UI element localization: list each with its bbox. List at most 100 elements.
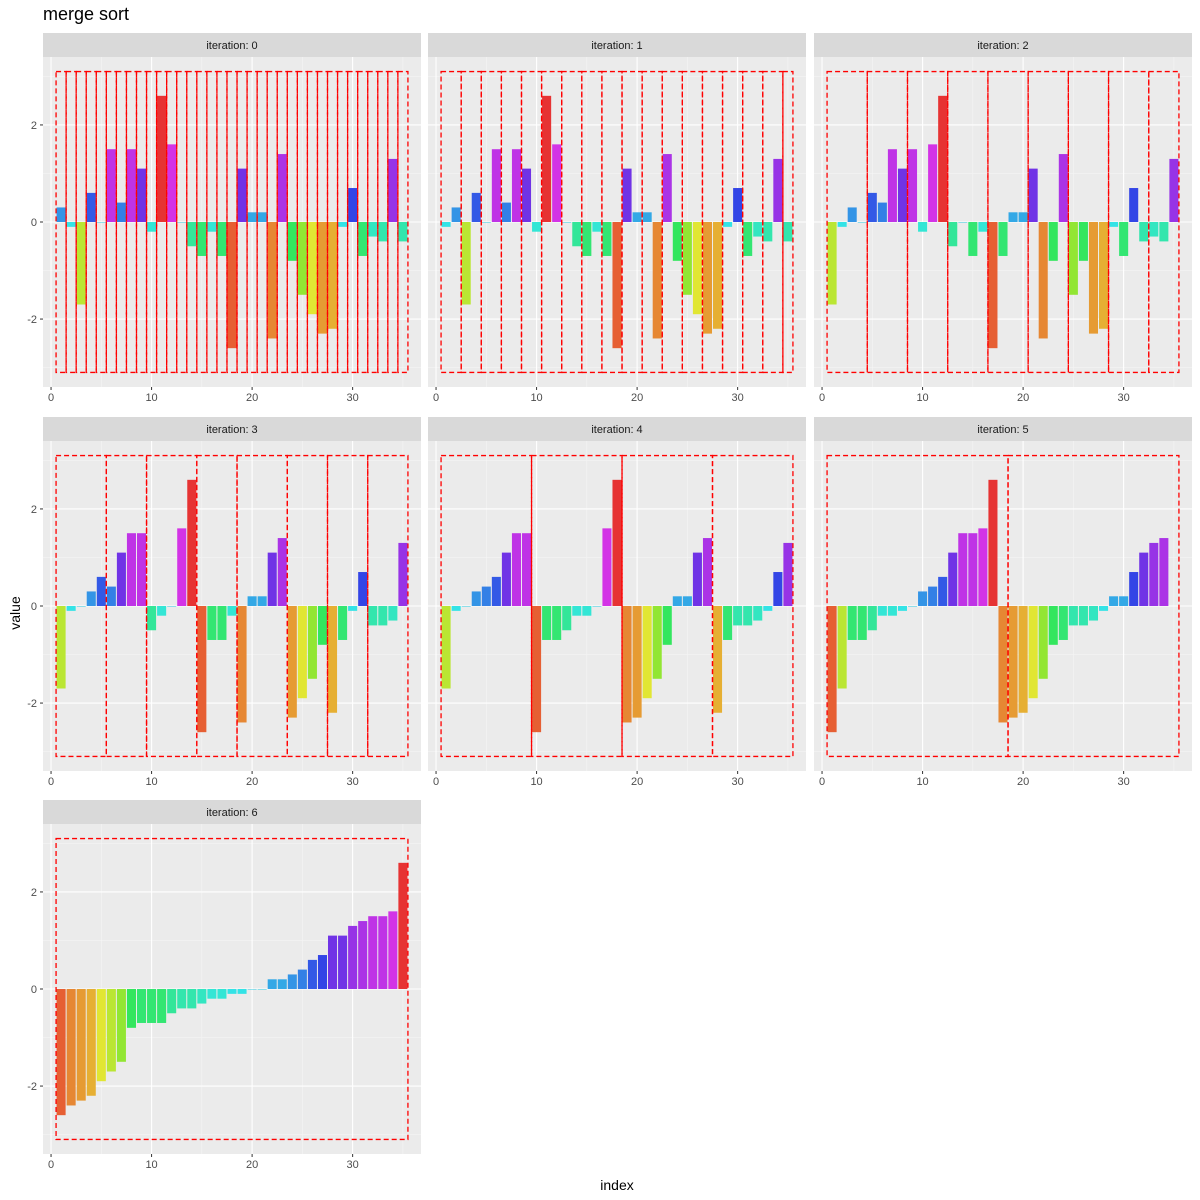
bar [928, 586, 938, 606]
bar [96, 989, 106, 1082]
bar [1109, 222, 1119, 227]
x-tick-label: 20 [631, 776, 643, 788]
merge-group-box [95, 70, 107, 374]
facet-strip [428, 33, 806, 57]
bar [1078, 606, 1088, 626]
bar [277, 154, 287, 222]
bar [247, 989, 257, 990]
bar [247, 596, 257, 606]
bar [733, 606, 743, 626]
x-tick-label: 10 [916, 392, 928, 404]
bar [187, 479, 197, 606]
chart-title: merge sort [43, 4, 130, 24]
bar [918, 222, 928, 232]
bar [441, 222, 451, 227]
bar [847, 606, 857, 640]
bar [177, 222, 187, 223]
bar [1129, 188, 1139, 222]
bar [1119, 596, 1129, 606]
bar [857, 606, 867, 640]
bar [197, 989, 207, 1004]
bar [723, 222, 733, 227]
merge-group-box [105, 70, 118, 374]
bar [998, 222, 1008, 256]
bar [96, 222, 106, 223]
bar [1008, 212, 1018, 222]
bar [177, 528, 187, 606]
bar [267, 552, 277, 606]
bar [317, 606, 328, 645]
merge-group-box [236, 70, 248, 374]
bar [116, 202, 126, 222]
facet-panel: iteration: 5 0 10 20 30 [814, 417, 1192, 788]
bar [147, 222, 157, 232]
merge-group-box [762, 70, 784, 374]
bar [237, 168, 247, 222]
bar [652, 222, 662, 339]
bar [56, 989, 66, 1116]
bar [348, 925, 358, 989]
merge-group-box [346, 70, 359, 374]
merge-group-box [55, 70, 67, 374]
bar [257, 989, 267, 990]
bar [998, 606, 1008, 723]
bar [988, 222, 998, 349]
bar [106, 586, 116, 606]
bar [1109, 596, 1119, 606]
x-tick-label: 0 [819, 392, 825, 404]
bar [1088, 222, 1099, 334]
bar [783, 222, 793, 242]
bar [733, 188, 743, 222]
bar [257, 596, 267, 606]
bar [328, 935, 338, 989]
facet-panel: iteration: 3 0 10 20 30 -2 0 2 [27, 417, 421, 788]
x-tick-label: 30 [347, 776, 359, 788]
bar [521, 168, 532, 222]
bar [743, 606, 753, 626]
merge-group-box [326, 454, 369, 758]
bar [491, 576, 501, 606]
facet-panel: iteration: 0 0 10 20 30 -2 0 2 [27, 33, 421, 404]
bar [622, 606, 632, 723]
bar [471, 192, 481, 222]
bar [348, 606, 358, 611]
bar [877, 202, 887, 222]
bar [1159, 538, 1169, 606]
bar [388, 158, 398, 222]
bar [692, 552, 702, 606]
x-tick-label: 10 [530, 776, 542, 788]
bar [461, 606, 471, 607]
bar [1038, 222, 1048, 339]
bar [907, 149, 918, 222]
bar [157, 606, 167, 616]
x-tick-label: 30 [1118, 776, 1130, 788]
merge-group-box [75, 70, 87, 374]
bar [662, 606, 672, 645]
bar [96, 576, 106, 606]
merge-group-box [286, 70, 298, 374]
bar [378, 222, 388, 242]
x-tick-label: 30 [732, 392, 744, 404]
bar [938, 576, 948, 606]
bar [1058, 154, 1068, 222]
merge-group-box [145, 70, 158, 374]
merge-group-box [782, 70, 794, 374]
bar [358, 921, 368, 989]
merge-group-box [377, 70, 389, 374]
bar [157, 95, 167, 222]
bar [887, 149, 897, 222]
merge-group-box [176, 70, 188, 374]
merge-group-box [125, 70, 138, 374]
bar [207, 606, 217, 640]
bar [1008, 606, 1018, 718]
bar [867, 606, 877, 631]
bar [723, 606, 733, 640]
bar [1058, 606, 1068, 640]
bar [267, 222, 277, 339]
facet-strip [428, 417, 806, 441]
bar [692, 222, 702, 315]
bar [56, 606, 66, 689]
bar [307, 606, 317, 679]
merge-group-box [316, 70, 329, 374]
